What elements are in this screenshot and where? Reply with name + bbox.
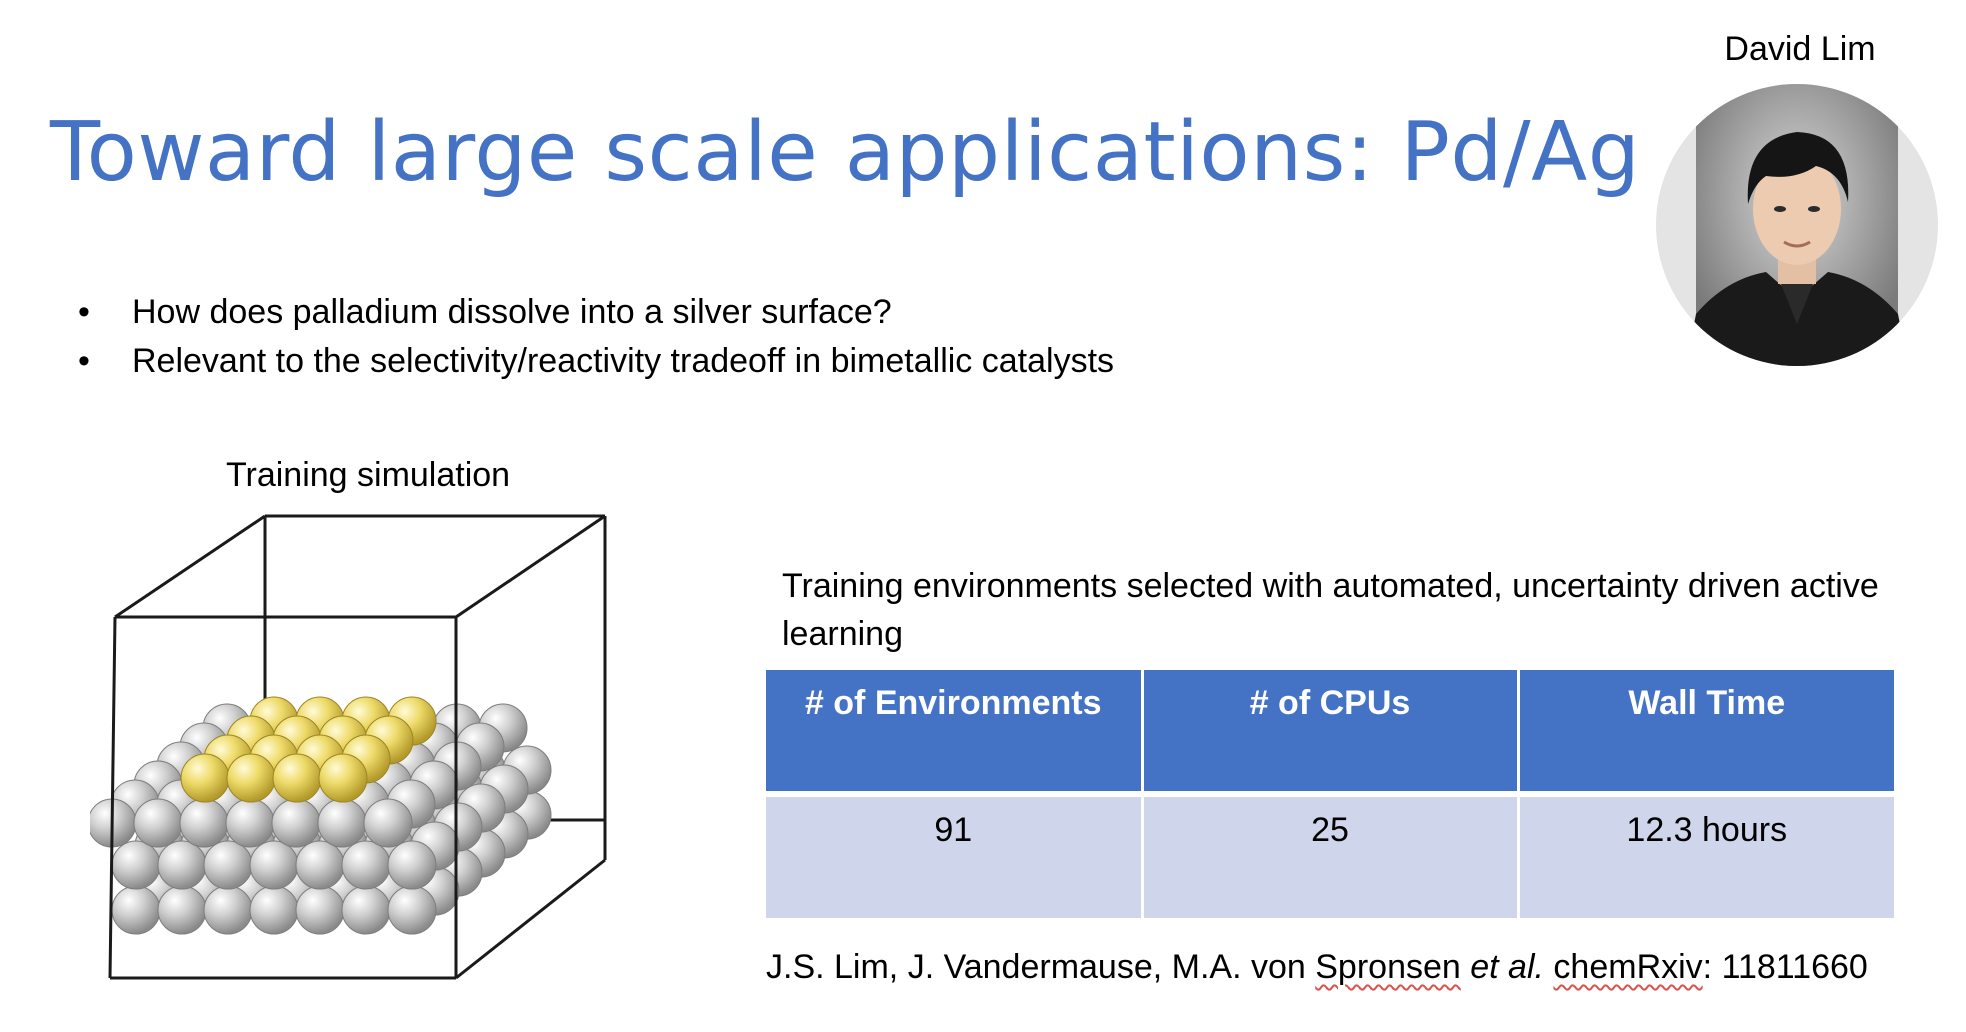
- citation: J.S. Lim, J. Vandermause, M.A. von Spron…: [766, 948, 1868, 987]
- silver-atom: [363, 798, 413, 848]
- atomic-structure-figure: [87, 510, 630, 1000]
- cell-environments: 91: [766, 794, 1144, 918]
- silver-atom: [387, 840, 437, 890]
- cell-wall-time: 12.3 hours: [1518, 794, 1894, 918]
- citation-flagged-name: Spronsen: [1315, 948, 1461, 986]
- bullet-list: • How does palladium dissolve into a sil…: [78, 288, 1114, 386]
- bullet-marker: •: [78, 293, 90, 331]
- silver-atom: [225, 798, 275, 848]
- silver-atom: [203, 885, 253, 935]
- silver-atom: [341, 840, 391, 890]
- citation-id: : 11811660: [1702, 948, 1868, 986]
- silver-atom: [157, 885, 207, 935]
- cell-cpus: 25: [1142, 794, 1520, 918]
- citation-space: [1544, 948, 1553, 986]
- palladium-atom: [226, 753, 276, 803]
- silver-atom: [179, 798, 229, 848]
- silver-atom: [387, 885, 437, 935]
- silver-atom: [295, 840, 345, 890]
- figure-caption: Training simulation: [226, 456, 511, 494]
- silver-atom: [295, 885, 345, 935]
- simulation-cell-front: [108, 514, 606, 980]
- silver-atom: [317, 798, 367, 848]
- palladium-atom: [318, 753, 368, 803]
- bullet-text: How does palladium dissolve into a silve…: [132, 293, 892, 331]
- slide-title: Toward large scale applications: Pd/Ag: [50, 105, 1641, 200]
- bullet-item: • Relevant to the selectivity/reactivity…: [78, 337, 1114, 386]
- atom-layer: [87, 696, 552, 935]
- presenter-photo: [1656, 84, 1938, 366]
- silver-atom: [111, 885, 161, 935]
- table-row: 91 25 12.3 hours: [766, 794, 1894, 918]
- column-header-cpus: # of CPUs: [1142, 670, 1520, 797]
- silver-atom: [203, 840, 253, 890]
- citation-journal: chemRxiv: [1553, 948, 1703, 986]
- silver-atom: [133, 798, 183, 848]
- palladium-atom: [180, 753, 230, 803]
- bullet-marker: •: [78, 342, 90, 380]
- silver-atom: [249, 840, 299, 890]
- training-stats-table: # of Environments # of CPUs Wall Time 91…: [766, 670, 1894, 918]
- bullet-item: • How does palladium dissolve into a sil…: [78, 288, 1114, 337]
- silver-atom: [111, 840, 161, 890]
- column-header-wall-time: Wall Time: [1518, 670, 1894, 797]
- table-caption: Training environments selected with auto…: [782, 567, 1879, 653]
- silver-atom: [271, 798, 321, 848]
- column-header-environments: # of Environments: [766, 670, 1144, 797]
- citation-authors: J.S. Lim, J. Vandermause, M.A. von: [766, 948, 1316, 986]
- presenter-name: David Lim: [1724, 30, 1876, 68]
- citation-etal: et al.: [1470, 948, 1544, 986]
- silver-atom: [341, 885, 391, 935]
- table-header-row: # of Environments # of CPUs Wall Time: [766, 670, 1894, 797]
- silver-atom: [249, 885, 299, 935]
- bullet-text: Relevant to the selectivity/reactivity t…: [132, 342, 1115, 380]
- silver-atom: [157, 840, 207, 890]
- citation-space: [1461, 948, 1470, 986]
- palladium-atom: [272, 753, 322, 803]
